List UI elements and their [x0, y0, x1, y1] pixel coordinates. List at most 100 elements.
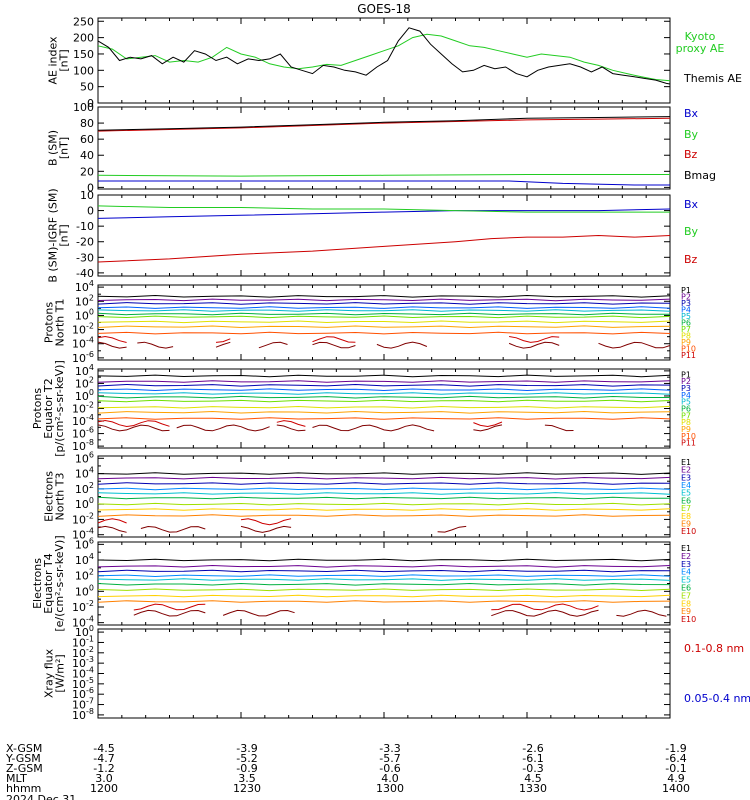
y-tick-label: 106: [75, 450, 94, 465]
y-axis-label-line: Electrons: [43, 471, 56, 522]
channel-segment: [276, 424, 306, 432]
channel-segment: [240, 525, 292, 533]
channel-legend-label: E10: [681, 615, 696, 624]
y-tick-label: 100: [73, 101, 94, 114]
y-tick-label: 104: [75, 279, 94, 294]
channel-line: [97, 410, 671, 414]
channel-line: [97, 320, 671, 324]
channel-segment: [312, 424, 435, 432]
y-axis-label-line: [nT]: [58, 137, 71, 159]
channel-legend-label: P1: [681, 286, 691, 295]
channel-legend-label: E4: [681, 481, 691, 490]
y-tick-label: 0: [87, 181, 94, 194]
x-axis-rows: X-GSM -4.5 -3.9 -3.3 -2.6 -1.9 Y-GSM -4.7 -5.2 -5…: [5, 742, 690, 800]
channel-legend-label: E9: [681, 607, 691, 616]
channel-legend-label: E10: [681, 527, 696, 536]
channel-line: [97, 476, 671, 480]
y-axis-label-line: [p/(cm²-s-sr-keV)]: [53, 360, 66, 457]
y-tick-label: -20: [76, 236, 94, 249]
x-row-value: -4.5: [93, 742, 114, 755]
panel-xray: 10010-110-210-310-410-510-610-710-8Xray …: [43, 624, 750, 722]
y-tick-label: 80: [80, 117, 94, 130]
channel-line: [97, 496, 670, 500]
series-line-bmag: [97, 116, 671, 131]
legend-label: 0.05-0.4 nm: [684, 692, 750, 705]
channel-legend-label: P6: [681, 405, 691, 414]
y-tick-label: 0: [87, 205, 94, 218]
legend-label: Bx: [684, 107, 699, 120]
series-line-bz: [97, 117, 671, 132]
legend-label: Themis AE: [683, 72, 742, 85]
channel-legend-label: E3: [681, 560, 691, 569]
channel-segment: [176, 424, 270, 432]
channel-line: [97, 558, 671, 562]
channel-line: [97, 564, 671, 568]
x-row-label: hhmm: [6, 782, 41, 795]
x-row-value: -1.9: [665, 742, 686, 755]
channel-legend-label: E7: [681, 591, 691, 600]
y-axis-label: Xray flux[W/m²]: [43, 648, 67, 698]
channel-legend-label: P10: [681, 344, 696, 353]
channel-line: [97, 482, 671, 485]
x-row-label: Z-GSM: [6, 762, 43, 775]
channel-legend-label: P3: [681, 299, 691, 308]
series-line-bz: [97, 234, 671, 263]
channel-legend-label: P7: [681, 411, 691, 420]
channel-legend-label: P4: [681, 391, 691, 400]
channel-legend-label: P2: [681, 293, 691, 302]
channel-legend-label: P5: [681, 312, 691, 321]
legend-label: By: [684, 225, 699, 238]
y-tick-label: 10-2: [72, 511, 94, 526]
y-axis-label-line: AE index: [47, 36, 60, 85]
channel-legend-label: P6: [681, 319, 691, 328]
y-axis-label-line: [nT]: [58, 224, 71, 246]
x-row-value: 4.9: [667, 772, 685, 785]
y-axis-label-line: Xray flux: [43, 648, 56, 698]
channel-segment: [276, 420, 306, 427]
legend-label: Bz: [684, 148, 698, 161]
channel-segment: [97, 419, 170, 428]
y-tick-label: 104: [75, 552, 94, 567]
channel-line: [97, 405, 671, 409]
channel-segment: [616, 609, 667, 617]
y-tick-label: 10-4: [72, 336, 94, 351]
plot-title: GOES-18: [357, 2, 411, 16]
y-axis-label-line: Equator T2: [42, 378, 55, 438]
y-tick-label: 40: [80, 149, 94, 162]
y-tick-label: 100: [73, 64, 94, 77]
channel-segment: [97, 518, 127, 524]
x-row-value: -4.7: [93, 752, 114, 765]
panel-frame: [97, 455, 671, 538]
x-row-value: -0.3: [522, 762, 543, 775]
y-tick-label: 10-2: [72, 599, 94, 614]
channel-line: [97, 315, 671, 319]
channel-line: [97, 325, 671, 329]
channel-line: [97, 383, 671, 387]
panel-frame: [97, 628, 671, 719]
channel-legend-label: P11: [681, 439, 696, 448]
y-tick-label: 10: [80, 189, 94, 202]
channel-line: [97, 588, 671, 592]
channel-segment: [312, 341, 356, 349]
channel-segment: [473, 421, 503, 428]
y-tick-label: 10-2: [72, 322, 94, 337]
x-row-value: -0.1: [665, 762, 686, 775]
legend-label: Kyoto: [685, 30, 716, 43]
channel-segment: [508, 341, 560, 349]
channel-legend-label: E5: [681, 489, 691, 498]
x-row-label: X-GSM: [6, 742, 42, 755]
channel-line: [97, 492, 671, 495]
y-axis-label-line: Electrons: [31, 558, 44, 609]
channel-legend-label: P8: [681, 418, 691, 427]
x-row-value: 3.5: [238, 772, 256, 785]
channel-legend-label: P9: [681, 425, 691, 434]
channel-line: [97, 472, 671, 475]
channel-legend-label: E6: [681, 496, 691, 505]
y-axis-label-line: [e/(cm²-s-sr-keV)]: [53, 535, 66, 631]
channel-legend-label: P4: [681, 306, 691, 315]
x-row-value: 1300: [376, 782, 404, 795]
x-row-value: -3.9: [236, 742, 257, 755]
